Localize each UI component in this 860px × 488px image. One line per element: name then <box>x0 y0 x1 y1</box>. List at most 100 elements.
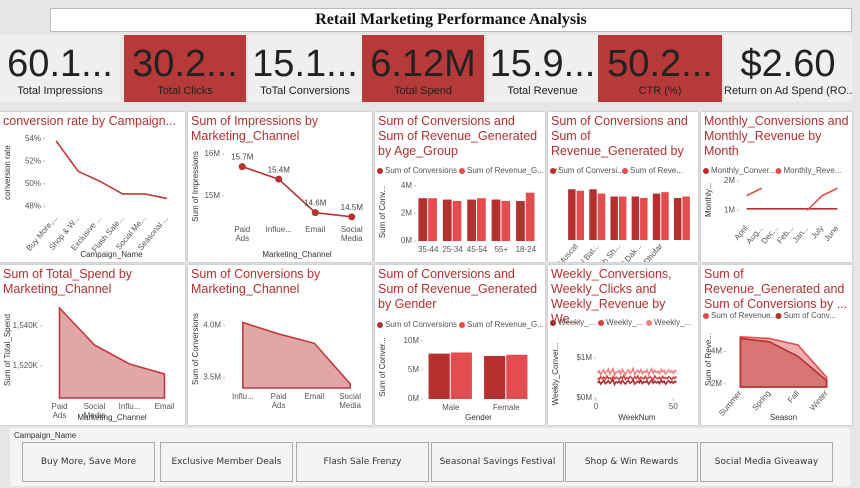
chart-title: Sum of Conversions and Sum of Revenue_Ge… <box>551 114 688 173</box>
y-tick-label: 2M <box>724 176 735 185</box>
x-tick-label: Social Media <box>84 402 106 420</box>
data-label: 15.4M <box>268 165 291 174</box>
bar <box>428 198 437 241</box>
legend-swatch <box>459 168 465 174</box>
x-tick-label: Spring <box>751 389 773 412</box>
x-tick-label: Fall <box>786 389 801 405</box>
legend-swatch <box>622 168 628 174</box>
legend-label: Monthly_Conver... <box>711 166 775 175</box>
legend-label: Sum of Conv... <box>784 311 836 320</box>
y-tick-label: 1M <box>724 205 735 214</box>
kpi-card: $2.60 Return on Ad Spend (RO... <box>724 35 852 102</box>
legend-label: Weekly_... <box>558 318 595 327</box>
chart-title: Sum of Total_Spend by Marketing_Channel <box>3 267 133 296</box>
area <box>739 337 828 388</box>
x-axis-label: Marketing_Channel <box>262 250 332 259</box>
legend-label: Sum of Revenue_G... <box>467 166 544 175</box>
slicer-option[interactable]: Buy More, Save More <box>22 442 155 482</box>
chart-panel: Sum of Conversions by Marketing_Channel 3… <box>188 265 372 425</box>
legend-label: Sum of Revenue... <box>711 311 777 320</box>
y-tick-label: 0M <box>408 394 419 403</box>
slicer-option[interactable]: Seasonal Savings Festival <box>431 442 564 482</box>
legend-swatch <box>703 168 709 174</box>
slicer-option[interactable]: Shop & Win Rewards <box>565 442 698 482</box>
y-tick-label: 2M <box>711 379 722 388</box>
x-tick-label: Paid Ads <box>271 392 287 410</box>
x-tick-label: Al Bat... <box>576 242 601 262</box>
legend-swatch <box>775 168 782 174</box>
bar <box>501 200 511 241</box>
y-axis-label: Sum of Conv... <box>378 186 387 238</box>
x-axis-label: Marketing_Channel <box>77 413 147 422</box>
kpi-label: Total Clicks <box>157 85 213 97</box>
y-tick-label: 50% <box>25 179 41 188</box>
chart-title: Sum of Conversions and Sum of Revenue_Ge… <box>378 267 538 311</box>
bar <box>484 355 506 399</box>
line <box>55 140 168 200</box>
slicer-option[interactable]: Social Media Giveaway <box>700 442 833 482</box>
legend-swatch <box>459 322 465 328</box>
chart-panel: Sum of Revenue_Generated and Sum of Conv… <box>701 265 852 425</box>
y-axis-label: Sum of Reve... <box>704 333 713 386</box>
chart-panel: Monthly_Conversions and Monthly_Revenue … <box>701 112 852 262</box>
data-label: 14.5M <box>341 203 364 212</box>
legend-swatch <box>598 320 604 326</box>
x-tick-label: 35-44 <box>418 245 439 254</box>
bar <box>640 197 648 240</box>
x-tick-label: Paid Ads <box>51 402 67 420</box>
kpi-label: Return on Ad Spend (RO... <box>724 85 852 97</box>
y-tick-label: 52% <box>25 156 41 165</box>
x-tick-label: Influe... <box>266 225 292 234</box>
y-tick-label: 1,540K <box>13 321 39 330</box>
chart-title: Sum of Conversions and Sum of Revenue_Ge… <box>378 114 538 158</box>
x-tick-label: Dhofar <box>642 242 665 262</box>
chart-panel: Weekly_Conversions, Weekly_Clicks and We… <box>548 265 698 425</box>
bar <box>491 199 501 241</box>
line <box>806 187 838 211</box>
y-tick-label: $1M <box>576 353 592 362</box>
x-tick-label: Muscat <box>556 241 580 262</box>
x-tick-label: 0 <box>594 402 599 411</box>
legend-swatch <box>703 313 709 319</box>
x-tick-label: 45-54 <box>467 245 488 254</box>
bar <box>610 196 618 240</box>
x-tick-label: 25-34 <box>442 245 463 254</box>
kpi-value: 50.2... <box>607 43 713 85</box>
legend-label: Sum of Conversions <box>385 166 457 175</box>
x-tick-label: 18-24 <box>516 245 537 254</box>
legend-label: Weekly_... <box>654 318 691 327</box>
chart-panel: Sum of Conversions and Sum of Revenue_Ge… <box>548 112 698 262</box>
bar <box>428 353 450 399</box>
y-axis-label: Monthly... <box>704 183 713 217</box>
slicer-option[interactable]: Flash Sale Frenzy <box>296 442 429 482</box>
y-tick-label: 5M <box>408 365 419 374</box>
kpi-card: 15.9... Total Revenue <box>487 35 598 102</box>
x-tick-label: Influ... <box>119 402 141 411</box>
kpi-value: 15.9... <box>489 43 596 85</box>
kpi-label: Total Spend <box>393 85 453 97</box>
kpi-card: 60.1... Total Impressions <box>0 35 120 102</box>
legend-swatch <box>377 322 383 328</box>
y-tick-label: 4M <box>711 347 722 356</box>
x-tick-label: Female <box>493 403 520 412</box>
kpi-label: Total Revenue <box>507 85 578 97</box>
chart-title: Sum of Impressions by Marketing_Channel <box>191 114 319 143</box>
y-tick-label: 48% <box>25 201 41 210</box>
y-tick-label: $0M <box>576 393 592 402</box>
kpi-card: 30.2... Total Clicks <box>124 35 246 102</box>
y-tick-label: 10M <box>403 336 419 345</box>
bar <box>597 193 606 240</box>
chart: 0M 5M 10M Male Female Sum of Conversions Sum o… <box>377 320 544 422</box>
bar <box>467 199 476 241</box>
marker <box>275 175 283 183</box>
marker <box>238 163 246 171</box>
x-tick-label: Influ... <box>232 392 254 401</box>
legend-label: Weekly_... <box>606 318 643 327</box>
data-label: 14.6M <box>304 199 327 208</box>
slicer-option[interactable]: Exclusive Member Deals <box>160 442 293 482</box>
bar <box>661 192 669 240</box>
y-axis-label: Weekly_Conver... <box>551 343 560 406</box>
x-axis-label: WeekNum <box>618 413 656 422</box>
